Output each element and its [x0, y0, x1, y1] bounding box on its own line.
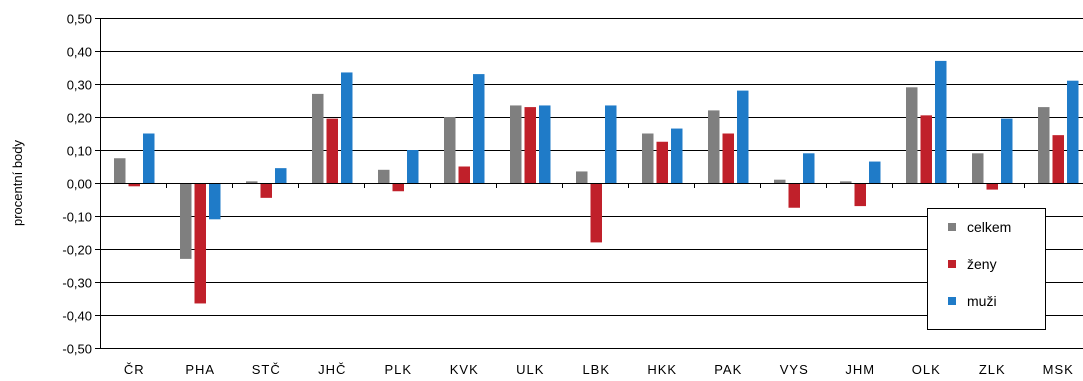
x-tick-label: PHA	[185, 362, 215, 377]
x-tick-label: ZLK	[979, 362, 1006, 377]
bar-celkem-OLK	[906, 87, 918, 183]
legend-label-muži: muži	[967, 293, 997, 309]
bar-muži-KVK	[473, 74, 485, 183]
x-tick-label: ULK	[516, 362, 544, 377]
y-tick-label: 0,10	[67, 144, 92, 159]
legend: celkem ženy muži	[927, 208, 1046, 330]
y-axis-ticks: -0,50 -0,40 -0,30 -0,20 -0,10 0,00 0,10 0,20 0,3…	[62, 12, 100, 357]
bar-muži-PHA	[209, 183, 221, 220]
y-tick-label: -0,20	[62, 243, 92, 258]
bar-celkem-ČR	[114, 158, 126, 183]
bar-muži-HKK	[671, 128, 683, 183]
x-tick-label: OLK	[912, 362, 941, 377]
bar-celkem-PLK	[378, 169, 390, 183]
bar-celkem-JHČ	[312, 93, 324, 183]
bar-celkem-LBK	[576, 171, 588, 183]
x-axis-ticks: ČR PHA STČ JHČ PLK KVK ULK LBK HKK PAK VYS JHM OLK ZL…	[124, 362, 1074, 377]
bar-celkem-VYS	[774, 179, 786, 183]
bar-celkem-PHA	[180, 183, 192, 259]
x-tick-label: JHM	[845, 362, 875, 377]
bar-muži-ULK	[539, 105, 551, 183]
bar-celkem-ZLK	[972, 153, 984, 183]
bar-ženy-PHA	[194, 183, 206, 304]
y-tick-label: -0,10	[62, 210, 92, 225]
legend-swatch-muži	[948, 297, 956, 305]
legend-box	[927, 208, 1046, 330]
bar-ženy-PAK	[722, 133, 734, 183]
bar-ženy-JHČ	[326, 118, 338, 183]
y-tick-label: -0,50	[62, 342, 92, 357]
bar-ženy-VYS	[788, 183, 800, 208]
x-tick-label: KVK	[450, 362, 479, 377]
y-tick-label: -0,30	[62, 276, 92, 291]
bar-muži-JHM	[869, 161, 881, 183]
bar-muži-MSK	[1067, 80, 1079, 183]
bar-celkem-ULK	[510, 105, 522, 183]
bar-muži-PLK	[407, 150, 419, 183]
bar-celkem-MSK	[1038, 107, 1050, 183]
legend-swatch-celkem	[948, 223, 956, 231]
x-tick-label: STČ	[252, 362, 281, 377]
bar-celkem-JHM	[840, 181, 852, 183]
y-tick-label: 0,00	[67, 177, 92, 192]
bar-ženy-LBK	[590, 183, 602, 243]
bar-ženy-JHM	[854, 183, 866, 207]
bar-muži-ČR	[143, 133, 155, 183]
y-tick-label: 0,30	[67, 78, 92, 93]
y-tick-label: 0,20	[67, 111, 92, 126]
x-tick-label: JHČ	[318, 362, 346, 377]
x-tick-label: PLK	[384, 362, 412, 377]
legend-swatch-ženy	[948, 260, 956, 268]
x-tick-label: ČR	[124, 362, 145, 377]
y-tick-label: 0,50	[67, 12, 92, 27]
bar-ženy-MSK	[1052, 135, 1064, 183]
bar-muži-OLK	[935, 60, 947, 183]
bar-muži-LBK	[605, 105, 617, 183]
bar-ženy-STČ	[260, 183, 272, 198]
bar-muži-JHČ	[341, 72, 353, 183]
bar-muži-ZLK	[1001, 118, 1013, 183]
x-tick-label: VYS	[780, 362, 809, 377]
bar-ženy-KVK	[458, 166, 470, 183]
bar-muži-STČ	[275, 168, 287, 183]
bar-ženy-ZLK	[986, 183, 998, 190]
x-tick-label: HKK	[647, 362, 677, 377]
x-tick-label: MSK	[1043, 362, 1074, 377]
bar-ženy-HKK	[656, 141, 668, 183]
bar-ženy-PLK	[392, 183, 404, 192]
bar-celkem-PAK	[708, 110, 720, 183]
bar-ženy-OLK	[920, 115, 932, 183]
bar-ženy-ULK	[524, 107, 536, 183]
legend-label-ženy: ženy	[967, 256, 997, 272]
x-tick-label: PAK	[714, 362, 742, 377]
y-axis-label: procentní body	[10, 140, 25, 227]
x-tick-label: LBK	[582, 362, 610, 377]
y-tick-label: 0,40	[67, 45, 92, 60]
legend-label-celkem: celkem	[967, 219, 1011, 235]
bar-muži-VYS	[803, 153, 815, 183]
bar-muži-PAK	[737, 90, 749, 183]
bar-celkem-HKK	[642, 133, 654, 183]
bar-celkem-STČ	[246, 181, 258, 183]
axes	[100, 18, 1083, 348]
bar-ženy-ČR	[128, 183, 140, 187]
bars	[114, 60, 1079, 304]
y-tick-label: -0,40	[62, 309, 92, 324]
bar-celkem-KVK	[444, 117, 456, 183]
